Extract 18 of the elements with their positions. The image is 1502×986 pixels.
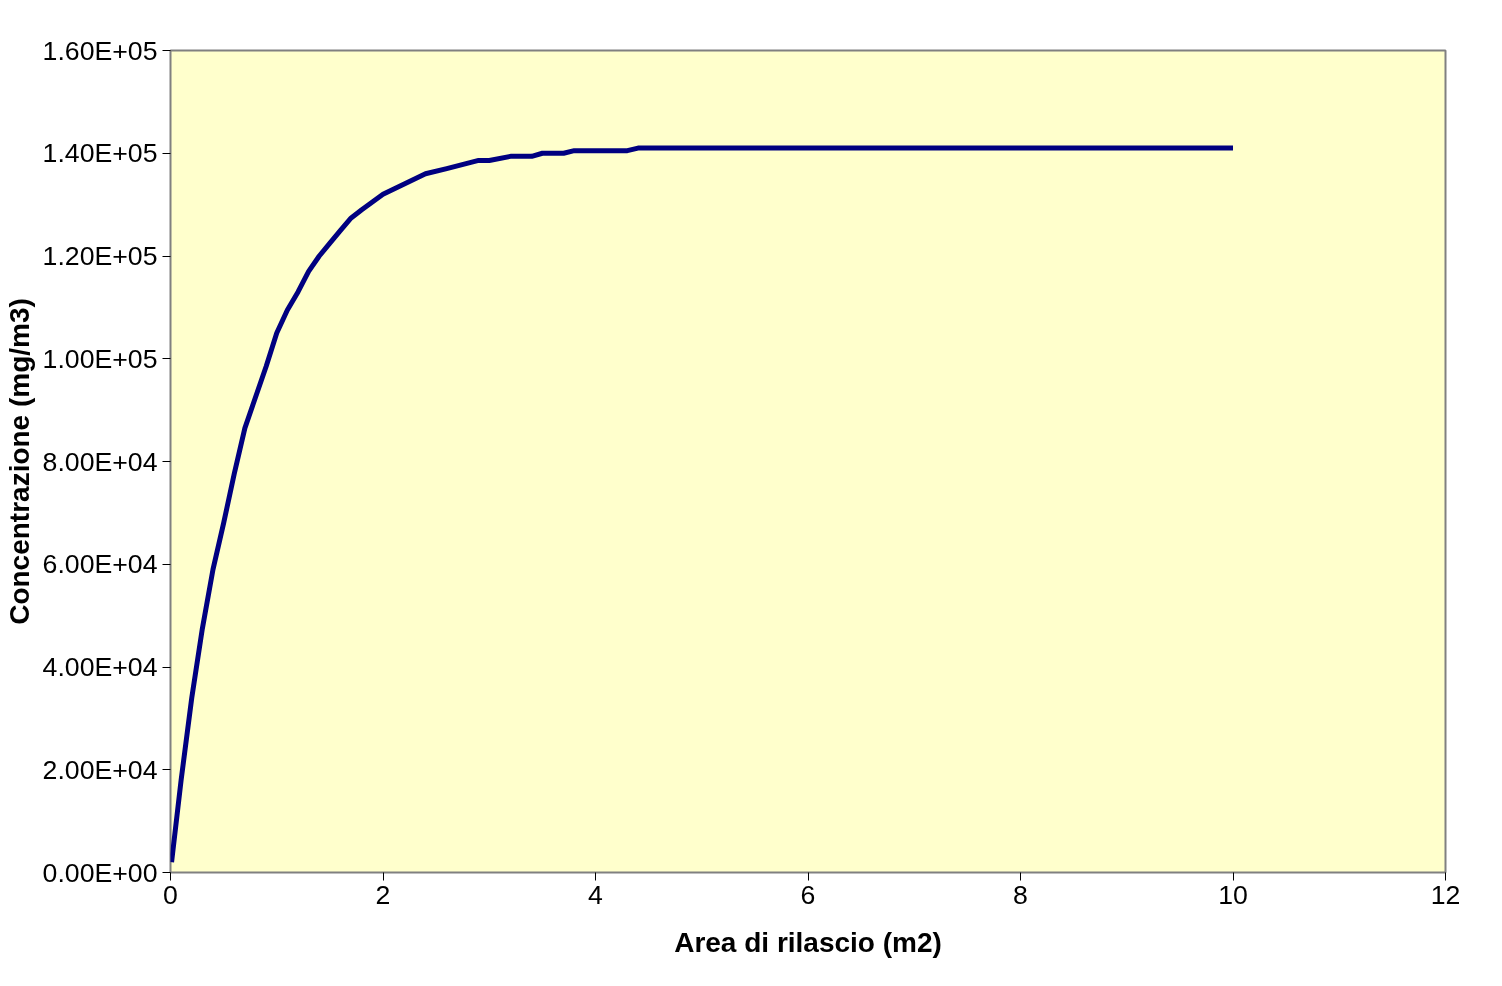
y-tick-label: 6.00E+04 (42, 549, 158, 580)
x-tick-label: 2 (375, 879, 391, 910)
y-tick-label: 1.00E+05 (42, 343, 158, 374)
y-tick-label: 1.60E+05 (42, 35, 158, 66)
y-tick-label: 0.00E+00 (42, 857, 158, 888)
y-tick-label: 8.00E+04 (42, 446, 158, 477)
y-tick-label: 1.40E+05 (42, 138, 158, 169)
y-tick-label: 2.00E+04 (42, 754, 158, 785)
x-tick-label: 0 (163, 879, 178, 910)
x-tick-label: 12 (1430, 879, 1461, 910)
x-tick-label: 6 (800, 879, 816, 910)
y-axis-title: Concentrazione (mg/m3) (3, 298, 35, 625)
x-tick-label: 4 (588, 879, 604, 910)
x-tick-label: 10 (1218, 879, 1248, 910)
x-axis-title: Area di rilascio (m2) (674, 926, 942, 958)
y-tick-label: 1.20E+05 (42, 241, 158, 271)
y-tick-label: 4.00E+04 (42, 652, 158, 682)
x-tick-label: 8 (1013, 879, 1028, 910)
